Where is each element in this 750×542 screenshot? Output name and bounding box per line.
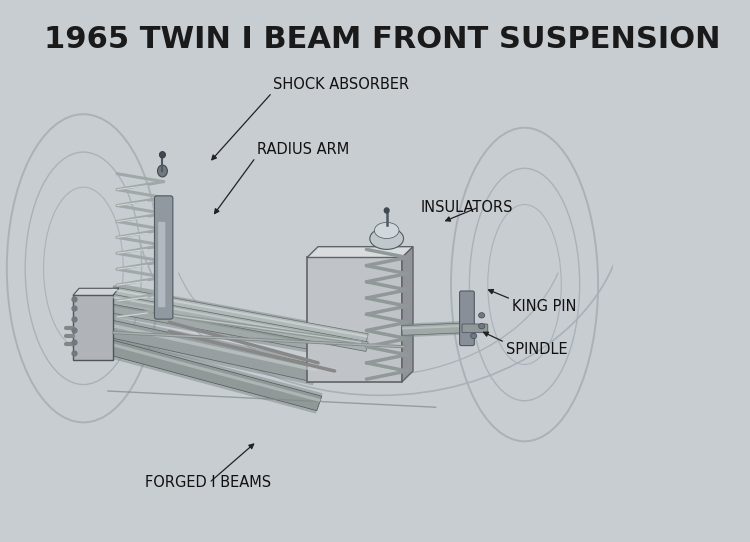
- Text: 1965 TWIN I BEAM FRONT SUSPENSION: 1965 TWIN I BEAM FRONT SUSPENSION: [44, 25, 720, 54]
- Polygon shape: [108, 298, 314, 340]
- FancyBboxPatch shape: [462, 324, 488, 333]
- Polygon shape: [402, 323, 466, 335]
- Ellipse shape: [374, 222, 399, 238]
- FancyBboxPatch shape: [460, 291, 474, 346]
- Polygon shape: [106, 295, 315, 350]
- Ellipse shape: [470, 333, 477, 339]
- Text: INSULATORS: INSULATORS: [421, 199, 513, 215]
- Polygon shape: [307, 247, 413, 257]
- Text: FORGED I BEAMS: FORGED I BEAMS: [145, 475, 271, 491]
- Polygon shape: [112, 289, 368, 338]
- Polygon shape: [111, 287, 368, 343]
- Polygon shape: [112, 296, 368, 346]
- Text: KING PIN: KING PIN: [512, 299, 577, 314]
- Polygon shape: [106, 339, 322, 411]
- Polygon shape: [402, 247, 413, 382]
- Polygon shape: [103, 316, 320, 385]
- Polygon shape: [73, 288, 119, 295]
- Polygon shape: [110, 293, 369, 353]
- Polygon shape: [109, 343, 321, 402]
- Ellipse shape: [158, 165, 167, 177]
- FancyBboxPatch shape: [307, 257, 402, 382]
- Text: RADIUS ARM: RADIUS ARM: [256, 142, 349, 157]
- Ellipse shape: [383, 207, 390, 214]
- Ellipse shape: [478, 313, 484, 318]
- Polygon shape: [111, 294, 368, 351]
- Text: SHOCK ABSORBER: SHOCK ABSORBER: [273, 77, 410, 92]
- Polygon shape: [402, 321, 466, 337]
- FancyBboxPatch shape: [158, 222, 165, 307]
- Polygon shape: [104, 337, 322, 414]
- Polygon shape: [402, 325, 466, 330]
- Polygon shape: [105, 292, 316, 353]
- Polygon shape: [104, 319, 319, 382]
- FancyBboxPatch shape: [73, 295, 112, 360]
- Polygon shape: [110, 285, 369, 345]
- Ellipse shape: [370, 228, 404, 249]
- Polygon shape: [106, 322, 318, 372]
- Ellipse shape: [478, 324, 484, 329]
- FancyBboxPatch shape: [154, 196, 172, 319]
- Ellipse shape: [160, 152, 166, 158]
- Text: SPINDLE: SPINDLE: [506, 342, 568, 357]
